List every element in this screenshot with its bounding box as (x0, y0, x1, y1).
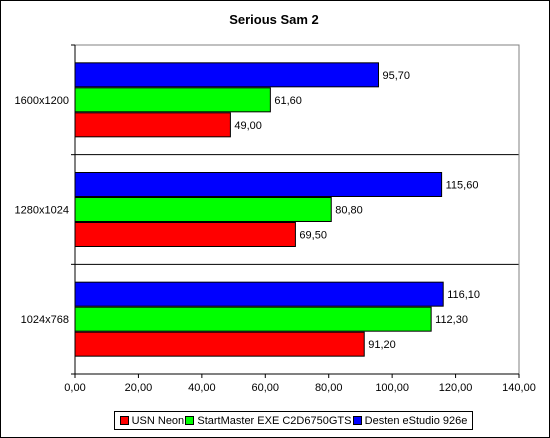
bar (74, 112, 231, 138)
category-label: 1600x1200 (15, 95, 69, 107)
x-tick-label: 100,00 (375, 382, 409, 394)
bar-data-label: 91,20 (368, 339, 396, 351)
legend-label: Desten eStudio 926e (364, 414, 468, 427)
bar-data-label: 80,80 (335, 205, 363, 217)
x-tick-label: 0,00 (64, 382, 85, 394)
legend: USN Neon StartMaster EXE C2D6750GTS Desten… (114, 411, 473, 430)
bar-data-label: 61,60 (274, 95, 302, 107)
legend-swatch (185, 416, 195, 425)
chart-title: Serious Sam 2 (229, 12, 319, 27)
legend-swatch (352, 416, 362, 425)
bar-data-label: 49,00 (234, 120, 262, 132)
bar-data-label: 112,30 (435, 314, 468, 326)
bar-data-label: 69,50 (299, 230, 327, 242)
category-label: 1024x768 (21, 314, 69, 326)
x-tick-label: 140,00 (502, 382, 536, 394)
bar (74, 306, 432, 332)
legend-swatch (119, 416, 129, 425)
bar-data-label: 116,10 (447, 289, 480, 301)
x-tick-label: 20,00 (125, 382, 153, 394)
bar (74, 222, 296, 247)
legend-item: StartMaster EXE C2D6750GTS (185, 415, 351, 427)
x-tick-label: 60,00 (252, 382, 280, 394)
bar (74, 197, 332, 222)
x-tick-label: 120,00 (439, 382, 473, 394)
bar (74, 331, 365, 357)
x-tick-label: 40,00 (188, 382, 216, 394)
bar (74, 172, 443, 197)
bar (74, 62, 380, 88)
legend-item: Desten eStudio 926e (352, 414, 468, 427)
bar-data-label: 115,60 (446, 180, 479, 192)
legend-label: StartMaster EXE C2D6750GTS (197, 414, 352, 427)
bar (74, 281, 444, 307)
legend-item: USN Neon (119, 414, 185, 427)
category-label: 1280x1024 (15, 205, 69, 217)
plot-area: 95,70 61,60 49,00 1600x1200 115,60 80,80 69,50… (15, 44, 536, 394)
x-tick-label: 80,00 (315, 382, 343, 394)
legend-label: USN Neon (131, 414, 185, 427)
bar (74, 87, 271, 113)
bar-data-label: 95,70 (383, 70, 411, 82)
